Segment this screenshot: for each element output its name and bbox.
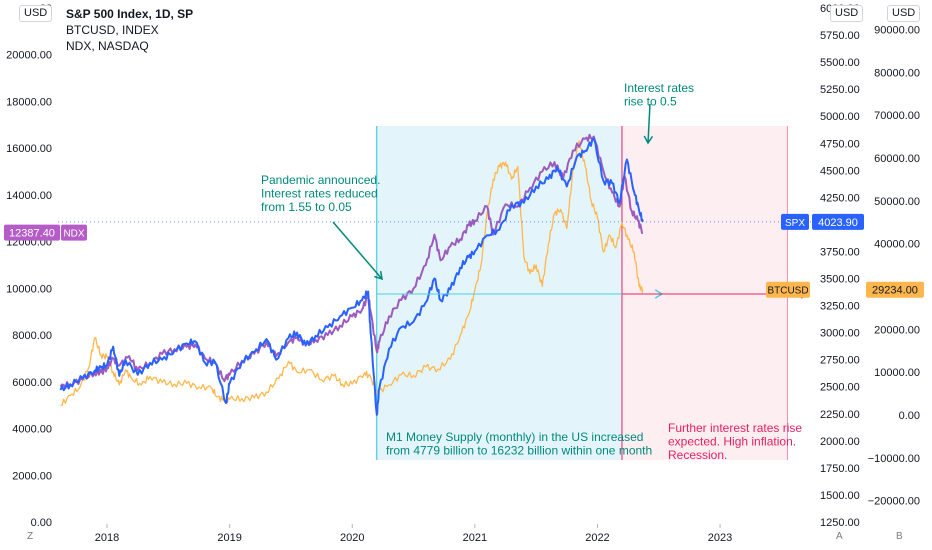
left-axis-tick-1: 2000.00 — [12, 470, 52, 482]
series-layer — [59, 133, 644, 416]
spx-axis-tick-14: 4750.00 — [820, 138, 860, 150]
btc-axis-tick-3: 10000.00 — [874, 367, 920, 379]
rates-annotation-line-1: Interest rates — [624, 81, 694, 95]
left-axis-tick-2: 4000.00 — [12, 424, 52, 436]
price-badges: 12387.40 NDX SPX 4023.90 BTCUSD 29234.00 — [4, 213, 924, 298]
legend-spx[interactable]: S&P 500 Index, 1D, SP — [66, 7, 194, 21]
x-tick-label-2020: 2020 — [340, 532, 364, 544]
btc-axis-tick-7: 50000.00 — [874, 196, 920, 208]
spx-axis-tick-8: 3250.00 — [820, 301, 860, 313]
spx-axis-auto-button[interactable]: A — [836, 531, 843, 542]
btc-value-text: 29234.00 — [872, 285, 918, 297]
left-axis-tick-4: 8000.00 — [12, 330, 52, 342]
btc-axis-tick-9: 70000.00 — [874, 110, 920, 122]
rates-arrow-head — [643, 135, 654, 145]
x-tick-label-2022: 2022 — [585, 532, 609, 544]
left-axis-tick-9: 18000.00 — [6, 96, 52, 108]
btc-axis-tick-8: 60000.00 — [874, 153, 920, 165]
left-currency-button[interactable]: USD — [19, 5, 53, 22]
recession-annotation-line-2: expected. High inflation. — [668, 435, 796, 449]
x-tick-label-2019: 2019 — [217, 532, 241, 544]
spx-axis-tick-13: 4500.00 — [820, 165, 860, 177]
shaded-regions — [376, 126, 788, 460]
btc-axis-tick-1: −10000.00 — [868, 453, 920, 465]
series-legend: S&P 500 Index, 1D, SP BTCUSD, INDEX NDX,… — [66, 6, 193, 54]
spx-currency-button[interactable]: USD — [830, 5, 864, 22]
pandemic-annotation-line-3: from 1.55 to 0.05 — [261, 200, 352, 214]
btc-axis-tick-0: −20000.00 — [868, 496, 920, 508]
spx-value-text: 4023.90 — [818, 217, 858, 229]
btc-axis-tick-6: 40000.00 — [874, 239, 920, 251]
spx-axis-tick-15: 5000.00 — [820, 111, 860, 123]
recession-period-shade — [621, 126, 788, 460]
recession-annotation-line-3: Recession. — [668, 448, 727, 462]
btc-axis-tick-2: 0.00 — [899, 410, 920, 422]
left-axis-tick-0: 0.00 — [31, 517, 52, 529]
recession-annotation-line-1: Further interest rates rise — [668, 421, 802, 435]
ndx-value-text: 12387.40 — [9, 228, 55, 240]
series-line-spx — [59, 137, 644, 416]
btc-axis-tick-10: 80000.00 — [874, 67, 920, 79]
left-axis-settings-button[interactable]: Z — [27, 531, 34, 542]
ndx-label-text: NDX — [63, 229, 84, 240]
spx-axis-tick-9: 3500.00 — [820, 274, 860, 286]
spx-label-badge — [781, 213, 809, 230]
x-tick-label-2021: 2021 — [463, 532, 487, 544]
pandemic-annotation-line-1: Pandemic announced. — [261, 173, 380, 187]
btc-label-badge — [766, 281, 810, 298]
rates-annotation-line-2: rise to 0.5 — [624, 95, 677, 109]
spx-axis-tick-12: 4250.00 — [820, 192, 860, 204]
spx-axis-tick-4: 2250.00 — [820, 409, 860, 421]
legend-btcusd[interactable]: BTCUSD, INDEX — [66, 23, 159, 37]
btc-value-badge — [866, 281, 924, 298]
spx-axis-tick-18: 5750.00 — [820, 30, 860, 42]
btc-currency-button[interactable]: USD — [887, 5, 921, 22]
spx-axis-tick-7: 3000.00 — [820, 328, 860, 340]
btc-label-text: BTCUSD — [767, 286, 808, 297]
spx-label-text: SPX — [785, 218, 805, 229]
x-tick-label-2023: 2023 — [708, 532, 732, 544]
spx-axis-tick-6: 2750.00 — [820, 355, 860, 367]
spx-axis-tick-0: 1250.00 — [820, 517, 860, 529]
spx-axis-tick-2: 1750.00 — [820, 463, 860, 475]
x-tick-label-2018: 2018 — [95, 532, 119, 544]
spx-axis-tick-3: 2000.00 — [820, 436, 860, 448]
pandemic-arrow-head — [374, 270, 383, 281]
m1-annotation-line-2: from 4779 billion to 16232 billion withi… — [386, 444, 652, 458]
spx-axis-tick-10: 3750.00 — [820, 246, 860, 258]
covid-period-shade — [376, 126, 622, 460]
spx-axis-tick-5: 2500.00 — [820, 382, 860, 394]
left-axis-tick-8: 16000.00 — [6, 143, 52, 155]
spx-axis-tick-17: 5500.00 — [820, 57, 860, 69]
btc-axis-tick-11: 90000.00 — [874, 24, 920, 36]
pandemic-arrow — [332, 221, 383, 280]
pandemic-annotation-line-2: Interest rates reduced — [261, 187, 378, 201]
rates-arrow — [647, 103, 651, 144]
spx-value-badge — [812, 213, 864, 230]
spx-axis-tick-16: 5250.00 — [820, 84, 860, 96]
left-axis-tick-5: 10000.00 — [6, 283, 52, 295]
spx-axis-tick-1: 1500.00 — [820, 490, 860, 502]
left-axis-tick-7: 14000.00 — [6, 190, 52, 202]
left-axis-tick-10: 20000.00 — [6, 50, 52, 62]
btc-axis-tick-4: 20000.00 — [874, 324, 920, 336]
ndx-value-badge — [4, 224, 60, 241]
ndx-label-badge — [61, 224, 87, 241]
legend-ndx[interactable]: NDX, NASDAQ — [66, 39, 149, 53]
left-axis-tick-3: 6000.00 — [12, 377, 52, 389]
m1-annotation-line-1: M1 Money Supply (monthly) in the US incr… — [386, 430, 643, 444]
btc-axis-auto-button[interactable]: B — [896, 531, 903, 542]
